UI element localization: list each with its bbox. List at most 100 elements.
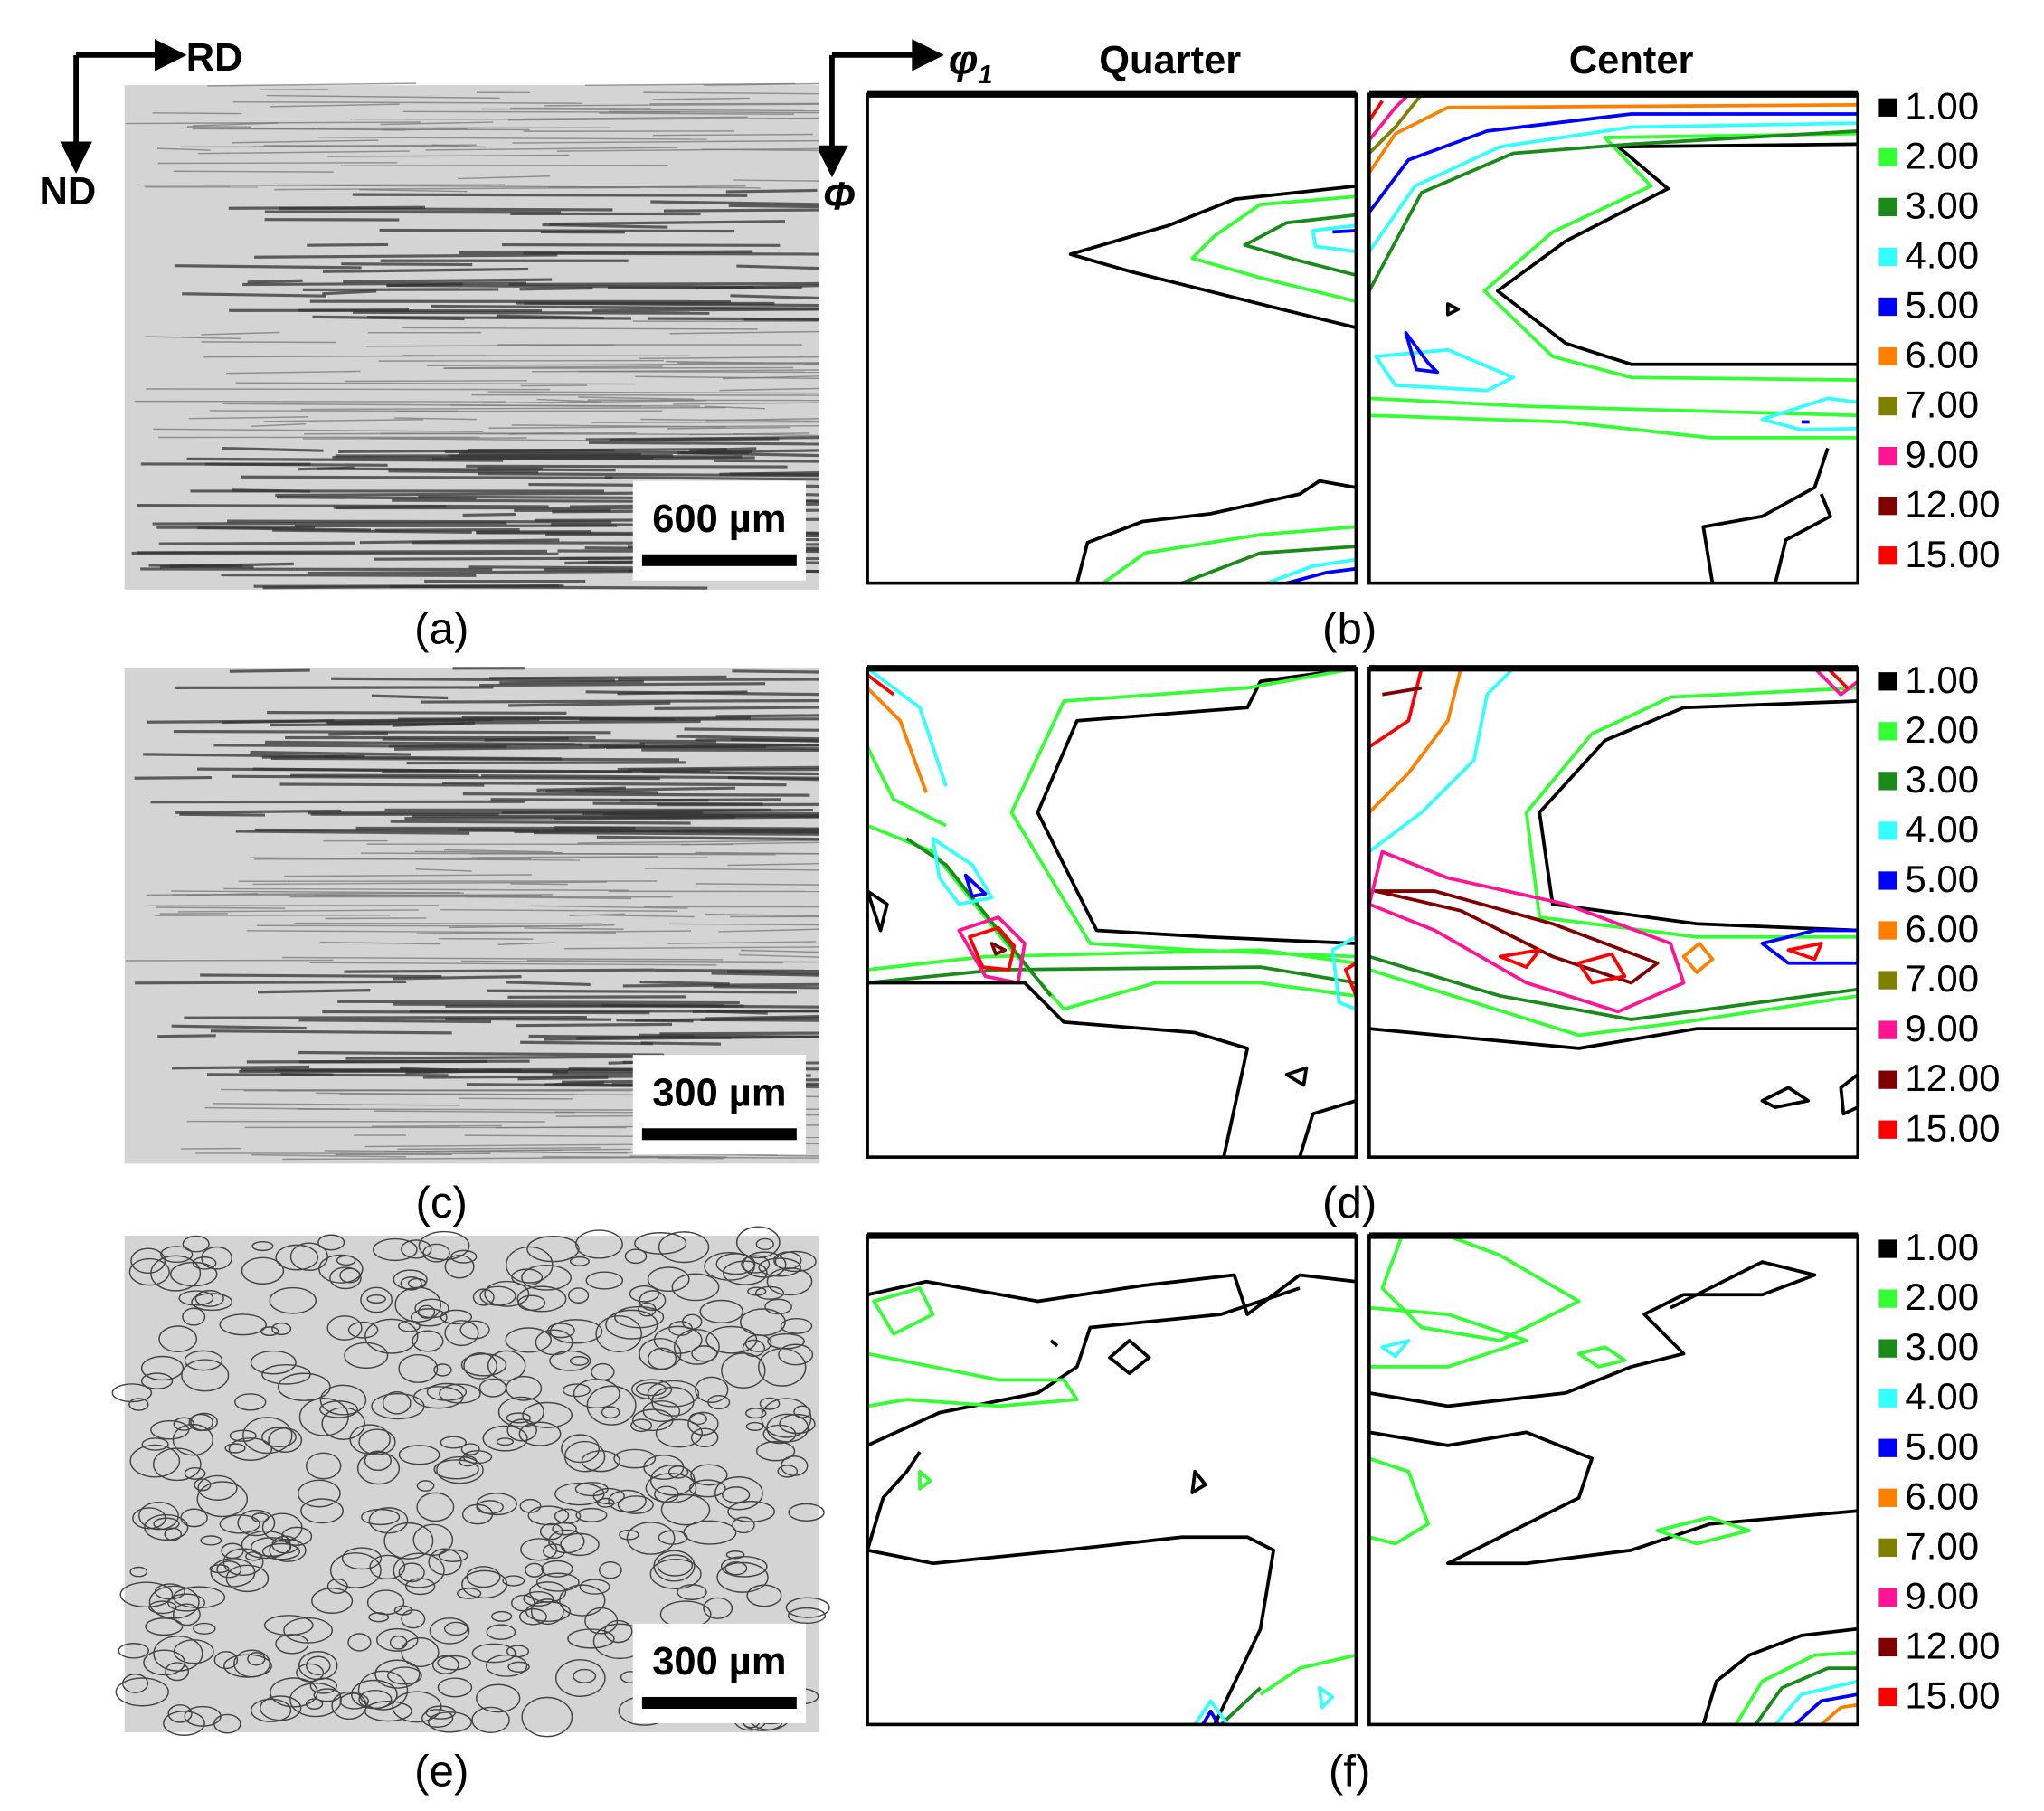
grain-line [481,108,819,112]
grain-line [652,133,814,137]
grain-line [156,147,211,151]
grain [443,1621,468,1636]
grain [757,1348,807,1387]
grain-line [380,121,494,126]
contour [1374,889,1660,985]
grain [567,1628,615,1649]
legend-swatch [1878,147,1897,166]
scale-bar [641,1696,797,1710]
grain [433,1459,479,1480]
grain-line [591,421,819,423]
grain [150,1255,202,1292]
grain-line [257,989,371,994]
grain-line [263,419,423,422]
grain-line [302,437,527,440]
grain [460,1443,480,1455]
contour [1774,1679,1859,1726]
contour [1367,121,1859,253]
grain [574,1229,623,1259]
grain-line [394,417,477,421]
grain [472,1288,495,1306]
header-center: Center [1569,39,1694,82]
legend-label: 6.00 [1905,907,1979,950]
grain-line [393,975,522,981]
grain [653,1325,703,1354]
contour [1774,493,1832,584]
grain-line [254,253,558,259]
grain [619,1529,639,1541]
grain [347,1633,372,1652]
contour [1380,1339,1411,1359]
grain [793,1405,811,1418]
grain [471,1706,510,1733]
grain-line [412,814,819,818]
grain-line [337,1000,740,1005]
grain [535,1572,580,1592]
legend-label: 15.00 [1905,533,2000,575]
grain-line [341,262,473,267]
grain [374,1659,421,1689]
grain [357,1670,409,1711]
grain-line [414,850,563,854]
grain-line [667,426,790,430]
contour [867,981,1250,1158]
grain [779,1413,816,1435]
grain-line [135,980,407,985]
panel-label: (b) [1322,603,1377,653]
grain [727,1501,776,1522]
grain [487,1350,526,1381]
grain [787,1607,827,1625]
grain [529,1581,567,1603]
grain [398,1445,440,1465]
legend-label: 5.00 [1905,1425,1979,1467]
grain [788,1503,825,1522]
grain [317,1234,345,1251]
grain-line [732,669,819,674]
grain [416,1492,455,1522]
grain [482,1425,528,1452]
grain [742,1339,766,1358]
grain-line [444,450,749,455]
grain-line [506,981,591,986]
grain-line [421,698,819,704]
grain-line [246,930,617,934]
grain-line [275,491,684,498]
odf-frame [867,94,1357,583]
grain-line [394,745,606,751]
contour [1498,948,1542,969]
legend-swatch [1878,497,1897,516]
grain-line [669,330,819,335]
legend-label: 4.00 [1905,1375,1979,1418]
contour [1181,545,1357,585]
grain [375,1627,419,1652]
grain [466,1566,501,1588]
legend-label: 3.00 [1905,1325,1979,1368]
grain [643,1455,685,1480]
grain-line [578,396,695,401]
grain-line [520,1040,653,1046]
legend-swatch [1878,722,1897,741]
grain [401,1609,426,1629]
legend-swatch [1878,446,1897,466]
grain [690,1427,719,1448]
panel-label: (a) [414,603,468,653]
grain-line [549,220,786,226]
grain [725,1550,745,1560]
grain [720,1555,768,1578]
grain [562,1383,591,1398]
grain [648,1347,677,1370]
grain [329,1266,362,1290]
grain-line [158,541,355,545]
grain-line [173,894,542,896]
grain-line [673,402,819,405]
grain-line [462,792,810,797]
grain [222,1548,264,1577]
contour [1190,1469,1207,1494]
grain [173,1586,226,1609]
grain-line [201,331,280,336]
grain [732,1516,755,1534]
grain-line [242,281,527,287]
grain-line [371,1124,502,1128]
grain-line [378,359,664,362]
grain [560,1532,600,1557]
